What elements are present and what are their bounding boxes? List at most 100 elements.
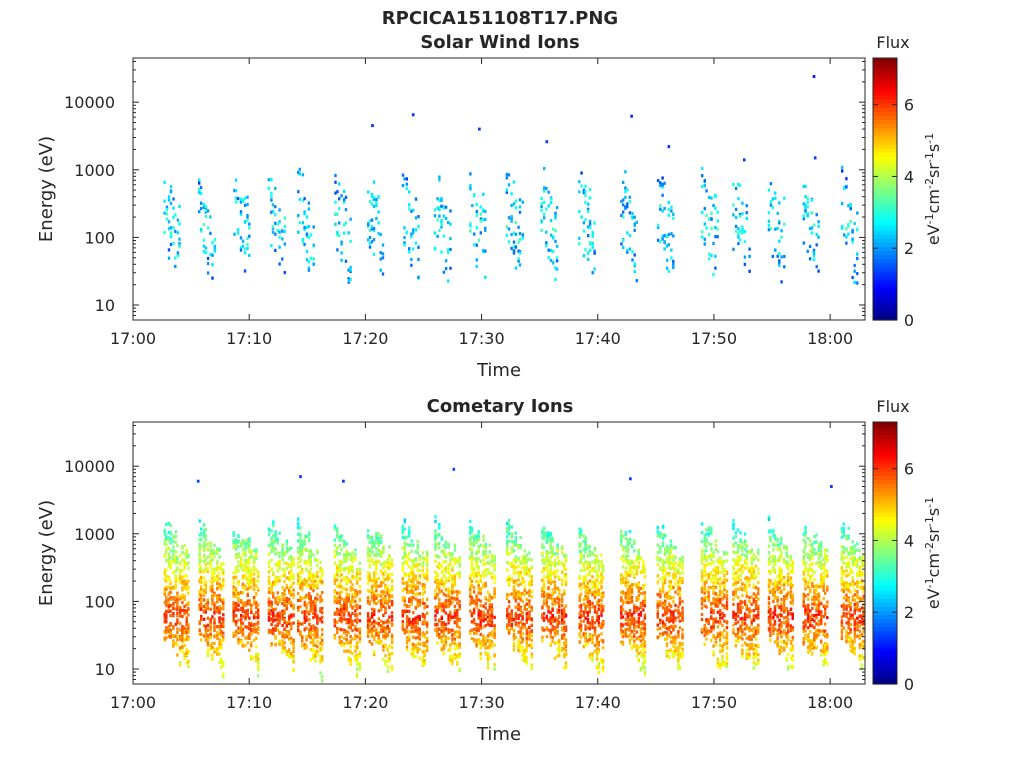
spectrogram-cell <box>525 602 528 606</box>
spectrogram-cell <box>514 635 517 639</box>
spectrogram-cell <box>204 534 207 538</box>
colorbar-swatch <box>873 78 897 84</box>
spectrogram-cell <box>486 634 490 638</box>
spectrogram-cell <box>488 571 491 576</box>
spectrogram-cell <box>410 586 413 590</box>
spectrogram-cell <box>408 620 411 624</box>
spectrogram-cell <box>368 228 372 233</box>
spectrogram-cell <box>292 654 295 658</box>
spectrogram-cell <box>309 586 312 591</box>
spectrogram-cell <box>165 522 168 526</box>
spectrogram-cell <box>482 634 485 638</box>
spectrogram-cell <box>349 277 352 281</box>
spectrogram-point <box>667 145 671 149</box>
spectrogram-cell <box>314 574 317 578</box>
spectrogram-cell <box>587 209 590 213</box>
spectrogram-cell <box>375 602 378 606</box>
spectrogram-cell <box>305 638 308 642</box>
spectrogram-cell <box>336 566 339 570</box>
spectrogram-cell <box>384 577 387 582</box>
spectrogram-cell <box>386 576 389 580</box>
spectrogram-cell <box>776 211 779 215</box>
spectrogram-cell <box>405 580 409 585</box>
spectrogram-cell <box>301 552 304 557</box>
spectrogram-cell <box>545 186 548 191</box>
spectrogram-cell <box>216 551 219 555</box>
spectrogram-cell <box>248 253 251 257</box>
spectrogram-cell <box>379 268 382 272</box>
spectrogram-cell <box>222 597 225 602</box>
spectrogram-cell <box>670 205 673 209</box>
spectrogram-cell <box>172 534 175 538</box>
spectrogram-cell <box>241 199 245 203</box>
spectrogram-cell <box>521 611 524 615</box>
colorbar-unit-label: eV-1cm-2sr-1s-1 <box>923 133 943 245</box>
spectrogram-cell <box>354 636 357 640</box>
spectrogram-cell <box>472 639 476 643</box>
spectrogram-cell <box>234 575 238 579</box>
spectrogram-cell <box>316 558 319 562</box>
spectrogram-cell <box>521 649 524 653</box>
spectrogram-cell <box>377 541 380 545</box>
spectrogram-cell <box>305 618 308 622</box>
spectrogram-cell <box>292 560 295 564</box>
spectrogram-cell <box>525 658 528 662</box>
spectrogram-cell <box>370 546 374 550</box>
spectrogram-cell <box>183 558 186 562</box>
spectrogram-cell <box>507 532 511 536</box>
spectrogram-cell <box>545 230 548 234</box>
spectrogram-cell <box>185 634 188 638</box>
spectrogram-cell <box>401 620 404 624</box>
spectrogram-cell <box>340 567 343 571</box>
spectrogram-cell <box>200 544 203 548</box>
spectrogram-cell <box>518 198 522 202</box>
spectrogram-cell <box>321 655 324 659</box>
spectrogram-cell <box>525 643 528 647</box>
spectrogram-cell <box>405 555 409 559</box>
spectrogram-cell <box>165 207 169 212</box>
spectrogram-cell <box>375 631 378 635</box>
spectrogram-cell <box>301 635 304 640</box>
spectrogram-cell <box>738 229 742 233</box>
spectrogram-cell <box>661 193 664 197</box>
spectrogram-cell <box>200 533 203 537</box>
spectrogram-cell <box>521 632 524 636</box>
spectrogram-cell <box>209 635 212 639</box>
spectrogram-cell <box>778 221 781 225</box>
spectrogram-cell <box>187 635 190 639</box>
spectrogram-cell <box>783 265 786 269</box>
spectrogram-cell <box>438 627 441 631</box>
spectrogram-cell <box>416 601 419 605</box>
spectrogram-cell <box>490 571 494 576</box>
spectrogram-cell <box>436 218 439 222</box>
spectrogram-cell <box>458 652 461 657</box>
spectrogram-cell <box>358 654 362 659</box>
spectrogram-cell <box>303 561 306 565</box>
spectrogram-cell <box>285 586 289 590</box>
spectrogram-cell <box>179 595 182 599</box>
spectrogram-cell <box>403 631 406 635</box>
spectrogram-cell <box>519 607 522 611</box>
spectrogram-cell <box>240 621 243 625</box>
spectrogram-cell <box>252 638 256 642</box>
spectrogram-cell <box>442 560 446 564</box>
spectrogram-cell <box>384 600 387 604</box>
spectrogram-cell <box>456 621 459 626</box>
spectrogram-cell <box>351 568 354 572</box>
spectrogram-cell <box>299 575 302 580</box>
spectrogram-cell <box>584 184 587 188</box>
spectrogram-cell <box>812 258 816 262</box>
spectrogram-cell <box>477 573 480 577</box>
spectrogram-cell <box>540 196 543 201</box>
spectrogram-cell <box>241 621 245 625</box>
spectrogram-cell <box>222 663 225 668</box>
spectrogram-cell <box>183 566 186 570</box>
spectrogram-cell <box>386 665 389 669</box>
spectrogram-cell <box>218 641 221 645</box>
spectrogram-cell <box>246 218 249 222</box>
spectrogram-cell <box>510 246 513 250</box>
spectrogram-cell <box>377 532 380 536</box>
spectrogram-cell <box>408 635 411 639</box>
spectrogram-cell <box>204 214 208 218</box>
spectrogram-cell <box>477 638 480 642</box>
